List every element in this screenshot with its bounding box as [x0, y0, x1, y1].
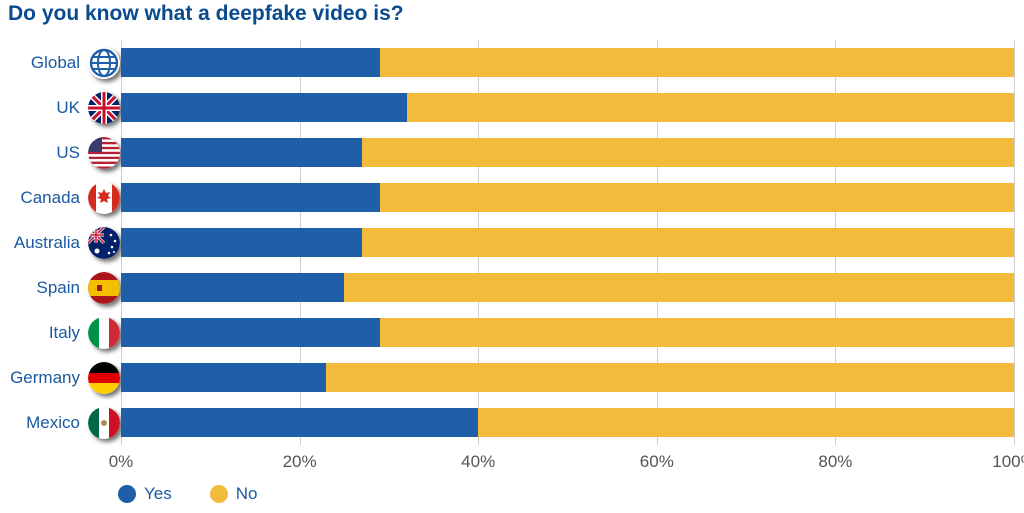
bar-track — [121, 273, 1014, 302]
bar-segment-no — [344, 273, 1014, 302]
germany-flag-icon — [88, 362, 120, 394]
spain-flag-icon — [88, 272, 120, 304]
canada-flag-icon — [88, 182, 120, 214]
bar-row: US — [0, 130, 1014, 175]
bar-segment-no — [380, 318, 1014, 347]
legend-label-yes: Yes — [144, 484, 172, 504]
legend-label-no: No — [236, 484, 258, 504]
bar-track — [121, 138, 1014, 167]
bar-segment-yes — [121, 183, 380, 212]
row-label: US — [0, 143, 84, 163]
bar-segment-no — [380, 48, 1014, 77]
row-label: Mexico — [0, 413, 84, 433]
bar-track — [121, 363, 1014, 392]
uk-flag-icon — [88, 92, 120, 124]
bar-segment-yes — [121, 48, 380, 77]
bar-row: UK — [0, 85, 1014, 130]
bar-track — [121, 318, 1014, 347]
bar-track — [121, 48, 1014, 77]
legend-item-no: No — [210, 484, 258, 504]
chart-title: Do you know what a deepfake video is? — [8, 2, 404, 26]
australia-flag-icon — [88, 227, 120, 259]
bar-segment-no — [478, 408, 1014, 437]
globe-flag-icon — [88, 47, 120, 79]
bar-segment-no — [407, 93, 1014, 122]
x-tick-label: 0% — [109, 452, 134, 472]
bar-segment-yes — [121, 408, 478, 437]
bar-row: Australia — [0, 220, 1014, 265]
bar-row: Italy — [0, 310, 1014, 355]
bar-row: Global — [0, 40, 1014, 85]
row-label: UK — [0, 98, 84, 118]
legend-swatch-yes — [118, 485, 136, 503]
bars-area: Global UK US Canada Australia Spain Italy Germa… — [0, 40, 1014, 445]
row-label: Germany — [0, 368, 84, 388]
row-label: Italy — [0, 323, 84, 343]
row-label: Spain — [0, 278, 84, 298]
bar-segment-yes — [121, 318, 380, 347]
row-label: Global — [0, 53, 84, 73]
italy-flag-icon — [88, 317, 120, 349]
us-flag-icon — [88, 137, 120, 169]
bar-segment-no — [362, 138, 1014, 167]
bar-row: Canada — [0, 175, 1014, 220]
bar-track — [121, 228, 1014, 257]
legend-swatch-no — [210, 485, 228, 503]
mexico-flag-icon — [88, 407, 120, 439]
bar-row: Mexico — [0, 400, 1014, 445]
x-tick-label: 80% — [818, 452, 852, 472]
bar-segment-yes — [121, 228, 362, 257]
gridline — [1014, 40, 1015, 445]
deepfake-awareness-chart: Do you know what a deepfake video is? 0%… — [0, 0, 1024, 513]
bar-segment-yes — [121, 138, 362, 167]
bar-row: Spain — [0, 265, 1014, 310]
bar-segment-yes — [121, 273, 344, 302]
bar-segment-yes — [121, 363, 326, 392]
bar-segment-no — [326, 363, 1014, 392]
bar-row: Germany — [0, 355, 1014, 400]
bar-track — [121, 408, 1014, 437]
bar-track — [121, 183, 1014, 212]
legend-item-yes: Yes — [118, 484, 172, 504]
x-tick-label: 60% — [640, 452, 674, 472]
x-tick-label: 20% — [283, 452, 317, 472]
x-tick-label: 40% — [461, 452, 495, 472]
bar-segment-yes — [121, 93, 407, 122]
row-label: Australia — [0, 233, 84, 253]
x-tick-label: 100% — [992, 452, 1024, 472]
row-label: Canada — [0, 188, 84, 208]
bar-track — [121, 93, 1014, 122]
bar-segment-no — [362, 228, 1014, 257]
legend: Yes No — [118, 484, 257, 504]
bar-segment-no — [380, 183, 1014, 212]
